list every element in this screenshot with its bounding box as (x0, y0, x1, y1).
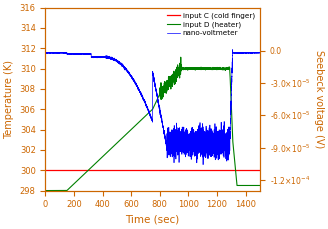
nano-voltmeter (121, 65, 125, 68)
input D (heater) (179, 56, 183, 59)
Y-axis label: Seebeck voltage (V): Seebeck voltage (V) (314, 50, 324, 148)
input D (heater) (135, 123, 139, 125)
nano-voltmeter (202, 138, 206, 141)
nano-voltmeter (258, 51, 262, 54)
input C (cold finger) (85, 169, 89, 172)
input C (cold finger) (44, 169, 48, 172)
input D (heater) (241, 184, 245, 187)
input D (heater) (145, 113, 149, 116)
input D (heater) (251, 184, 255, 187)
input C (cold finger) (247, 169, 251, 172)
nano-voltmeter (44, 52, 48, 55)
nano-voltmeter (180, 143, 184, 146)
Y-axis label: Temperature (K): Temperature (K) (4, 60, 14, 139)
input C (cold finger) (258, 169, 262, 172)
input D (heater) (258, 184, 262, 187)
Line: nano-voltmeter: nano-voltmeter (46, 50, 260, 165)
input C (cold finger) (154, 169, 158, 172)
input D (heater) (44, 189, 48, 192)
input D (heater) (199, 66, 203, 69)
nano-voltmeter (231, 48, 235, 51)
input C (cold finger) (171, 169, 175, 172)
nano-voltmeter (214, 152, 218, 155)
input C (cold finger) (240, 169, 244, 172)
nano-voltmeter (170, 145, 174, 148)
Legend: input C (cold finger), input D (heater), nano-voltmeter: input C (cold finger), input D (heater),… (165, 11, 256, 38)
nano-voltmeter (201, 163, 205, 166)
Line: input D (heater): input D (heater) (46, 57, 260, 191)
input C (cold finger) (93, 169, 97, 172)
input D (heater) (133, 124, 137, 127)
X-axis label: Time (sec): Time (sec) (126, 215, 180, 225)
nano-voltmeter (54, 51, 58, 54)
